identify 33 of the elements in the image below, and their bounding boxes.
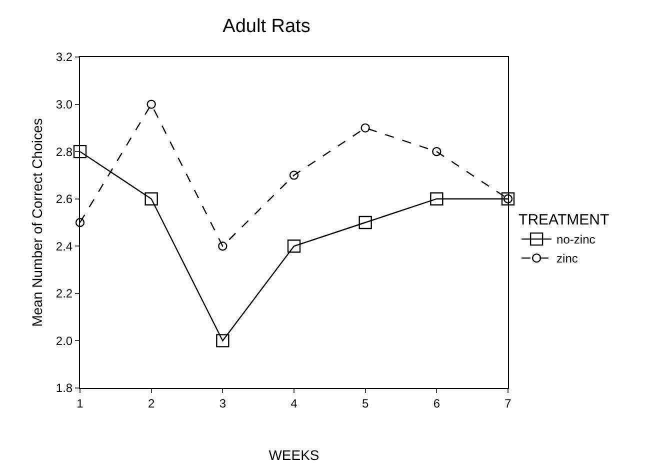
point — [218, 242, 228, 251]
x-tick-label: 3 — [219, 396, 226, 410]
legend-title: TREATMENT — [518, 212, 610, 229]
y-tick-label: 3.2 — [56, 50, 73, 64]
y-tick-label: 3.0 — [56, 97, 73, 112]
x-tick-label: 1 — [76, 396, 84, 410]
legend-label: no-zinc — [556, 232, 596, 247]
y-tick-label: 2.6 — [56, 192, 73, 206]
y-tick-label: 1.8 — [56, 381, 73, 396]
point — [146, 100, 156, 109]
x-tick-label: 4 — [290, 396, 298, 410]
x-tick-label: 6 — [433, 396, 440, 410]
point — [430, 192, 444, 206]
x-tick-label: 2 — [148, 396, 155, 410]
y-tick-label: 2.0 — [56, 334, 73, 348]
x-axis-title: WEEKS — [268, 447, 320, 463]
y-tick-label: 2.4 — [56, 239, 73, 254]
point — [216, 334, 230, 348]
point — [289, 170, 299, 180]
chart-title: Adult Rats — [222, 16, 310, 37]
point — [360, 123, 370, 133]
y-axis-title: Mean Number of Correct Choices — [29, 118, 45, 327]
x-tick-label: 7 — [504, 396, 512, 410]
point — [358, 216, 372, 230]
y-tick-label: 2.2 — [56, 286, 73, 301]
point — [75, 218, 85, 228]
point — [73, 144, 87, 158]
y-tick-label: 2.8 — [56, 144, 73, 159]
point — [287, 240, 301, 253]
point — [432, 146, 442, 156]
x-tick-label: 5 — [362, 396, 369, 410]
point — [144, 192, 158, 206]
legend-label: zinc — [556, 252, 578, 266]
